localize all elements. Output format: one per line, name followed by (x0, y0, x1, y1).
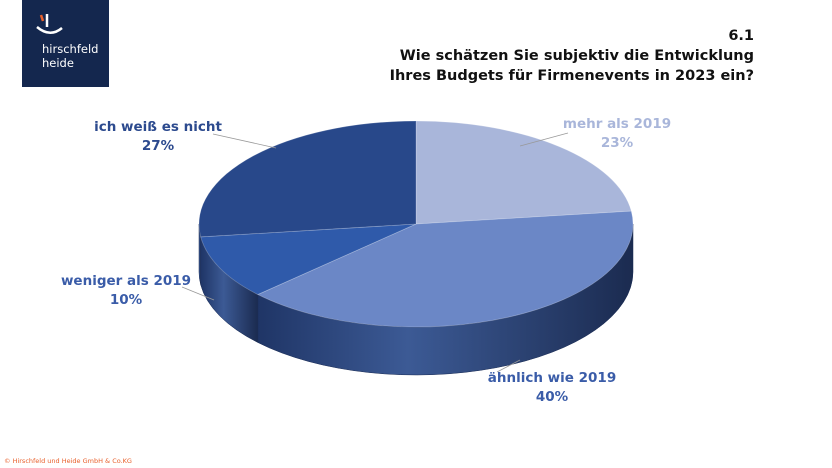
title-line-2: Ihres Budgets für Firmenevents in 2023 e… (389, 68, 754, 84)
logo-text-2: heide (42, 56, 74, 70)
slice-label: ähnlich wie 2019 (488, 370, 616, 386)
slice-value-label: 27% (142, 138, 175, 154)
leader-line (212, 133, 277, 149)
pie-slice (415, 120, 632, 225)
slice-value-label: 23% (601, 135, 634, 151)
slice-value-label: 10% (110, 292, 143, 308)
pie-slice (200, 223, 417, 295)
pie-slice (256, 210, 634, 328)
leader-line (496, 359, 521, 373)
logo-smile-icon (36, 14, 63, 34)
leader-line (181, 286, 215, 301)
logo-text-1: hirschfeld (42, 42, 99, 56)
copyright-footer: © Hirschfeld und Heide GmbH & Co.KG (4, 457, 132, 465)
slice-label: mehr als 2019 (563, 116, 671, 132)
slice-value-label: 40% (536, 389, 569, 405)
company-logo: hirschfeld heide (22, 0, 109, 87)
chart-title: 6.1 Wie schätzen Sie subjektiv die Entwi… (390, 26, 754, 86)
question-number: 6.1 (728, 28, 754, 44)
pie-slice (198, 120, 417, 238)
slice-label: weniger als 2019 (61, 273, 191, 289)
slice-label: ich weiß es nicht (94, 119, 222, 135)
leader-line (519, 132, 569, 147)
title-line-1: Wie schätzen Sie subjektiv die Entwicklu… (399, 48, 754, 64)
